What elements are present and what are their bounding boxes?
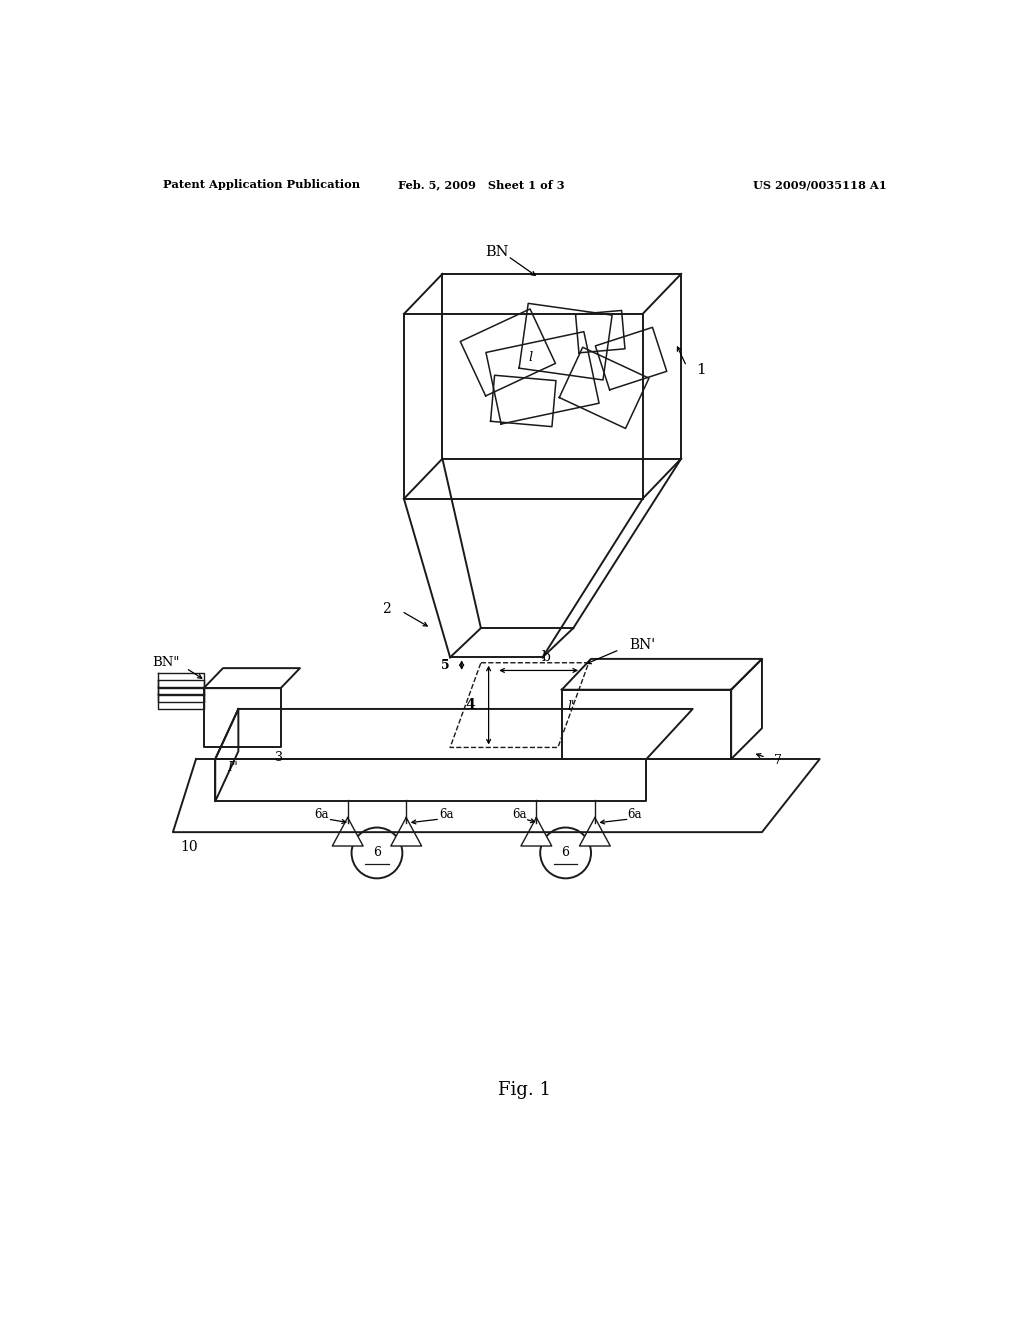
Text: 6a: 6a xyxy=(512,808,526,821)
Text: BN': BN' xyxy=(630,638,655,652)
Polygon shape xyxy=(204,668,300,688)
Text: 6: 6 xyxy=(373,846,381,859)
Text: 4: 4 xyxy=(466,698,475,711)
Text: 5: 5 xyxy=(441,659,451,672)
Circle shape xyxy=(541,828,591,878)
Polygon shape xyxy=(580,817,610,846)
Polygon shape xyxy=(173,759,819,832)
Polygon shape xyxy=(215,759,646,801)
Circle shape xyxy=(351,828,402,878)
Text: 6a: 6a xyxy=(314,808,329,821)
Text: 2: 2 xyxy=(382,602,391,616)
Polygon shape xyxy=(215,709,239,801)
Text: 1: 1 xyxy=(696,363,707,378)
Text: 6a: 6a xyxy=(439,808,454,821)
Text: Patent Application Publication: Patent Application Publication xyxy=(163,180,360,190)
Polygon shape xyxy=(562,689,731,759)
Text: 6: 6 xyxy=(561,846,569,859)
Polygon shape xyxy=(333,817,364,846)
Text: 10: 10 xyxy=(180,840,199,854)
Polygon shape xyxy=(204,688,281,747)
Text: US 2009/0035118 A1: US 2009/0035118 A1 xyxy=(753,180,887,190)
Text: 6a: 6a xyxy=(628,808,642,821)
Text: l': l' xyxy=(568,700,575,713)
Text: 7: 7 xyxy=(773,754,781,767)
Text: BN: BN xyxy=(484,246,508,259)
Text: BN": BN" xyxy=(153,656,179,669)
Text: I": I" xyxy=(226,760,238,774)
Polygon shape xyxy=(391,817,422,846)
Text: b: b xyxy=(542,651,551,664)
Polygon shape xyxy=(215,709,692,759)
Polygon shape xyxy=(521,817,552,846)
Text: l: l xyxy=(528,351,534,363)
Text: Feb. 5, 2009   Sheet 1 of 3: Feb. 5, 2009 Sheet 1 of 3 xyxy=(397,180,564,190)
Text: Fig. 1: Fig. 1 xyxy=(499,1081,551,1100)
Polygon shape xyxy=(562,659,762,689)
Text: 3: 3 xyxy=(275,751,284,764)
Polygon shape xyxy=(731,659,762,759)
